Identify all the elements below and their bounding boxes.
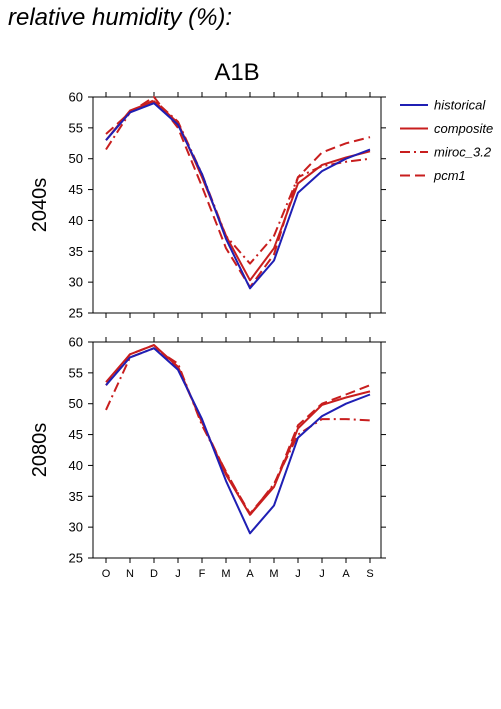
- series-line-composite: [105, 100, 371, 282]
- plot-frame: [92, 96, 382, 314]
- x-tick-label: M: [221, 568, 230, 580]
- legend-label-pcm1: pcm1: [433, 168, 466, 183]
- series-line-historical: [105, 347, 371, 535]
- plot-frame: [92, 341, 382, 559]
- x-tick-label: S: [366, 568, 373, 580]
- x-tick-label: N: [126, 568, 134, 580]
- y-tick-label: 60: [69, 335, 83, 350]
- y-tick-label: 60: [69, 90, 83, 105]
- panel-2080s: 25 30 35 40 45 50 55 60 O N D J F M A M J J A S 2080s: [29, 335, 386, 580]
- series-line-pcm1: [105, 96, 371, 289]
- panel-label: 2080s: [29, 423, 51, 478]
- x-tick-label: J: [319, 568, 325, 580]
- x-tick-label: A: [342, 568, 350, 580]
- x-tick-label: D: [150, 568, 158, 580]
- y-tick-label: 30: [69, 275, 83, 290]
- x-tick-label: F: [199, 568, 206, 580]
- y-tick-label: 30: [69, 520, 83, 535]
- y-tick-label: 25: [69, 551, 83, 566]
- y-tick-label: 55: [69, 365, 83, 380]
- legend-label-historical: historical: [434, 98, 486, 113]
- y-tick-label: 55: [69, 120, 83, 135]
- y-tick-label: 25: [69, 306, 83, 321]
- series-line-miroc_3.2: [105, 347, 371, 516]
- x-tick-label: O: [102, 568, 111, 580]
- page-title: relative humidity (%):: [8, 4, 233, 31]
- panel-2040s: 25 30 35 40 45 50 55 60 2040s: [29, 90, 386, 321]
- y-tick-label: 45: [69, 182, 83, 197]
- x-tick-label: A: [246, 568, 254, 580]
- legend-label-composite: composite: [434, 121, 493, 136]
- x-tick-label: J: [295, 568, 301, 580]
- y-tick-label: 50: [69, 396, 83, 411]
- y-tick-label: 35: [69, 244, 83, 259]
- panel-label: 2040s: [29, 178, 51, 233]
- x-tick-label: M: [269, 568, 278, 580]
- chart-legend: historical composite miroc_3.2 pcm1: [400, 98, 493, 183]
- y-tick-label: 40: [69, 458, 83, 473]
- x-tick-label: J: [175, 568, 181, 580]
- legend-label-miroc_3.2: miroc_3.2: [434, 145, 492, 160]
- y-tick-label: 50: [69, 151, 83, 166]
- series-line-composite: [105, 344, 371, 516]
- y-tick-label: 35: [69, 489, 83, 504]
- series-line-pcm1: [105, 344, 371, 515]
- y-tick-label: 40: [69, 213, 83, 228]
- series-line-miroc_3.2: [105, 99, 371, 265]
- scenario-title: A1B: [214, 59, 259, 86]
- y-tick-label: 45: [69, 427, 83, 442]
- series-line-historical: [105, 102, 371, 290]
